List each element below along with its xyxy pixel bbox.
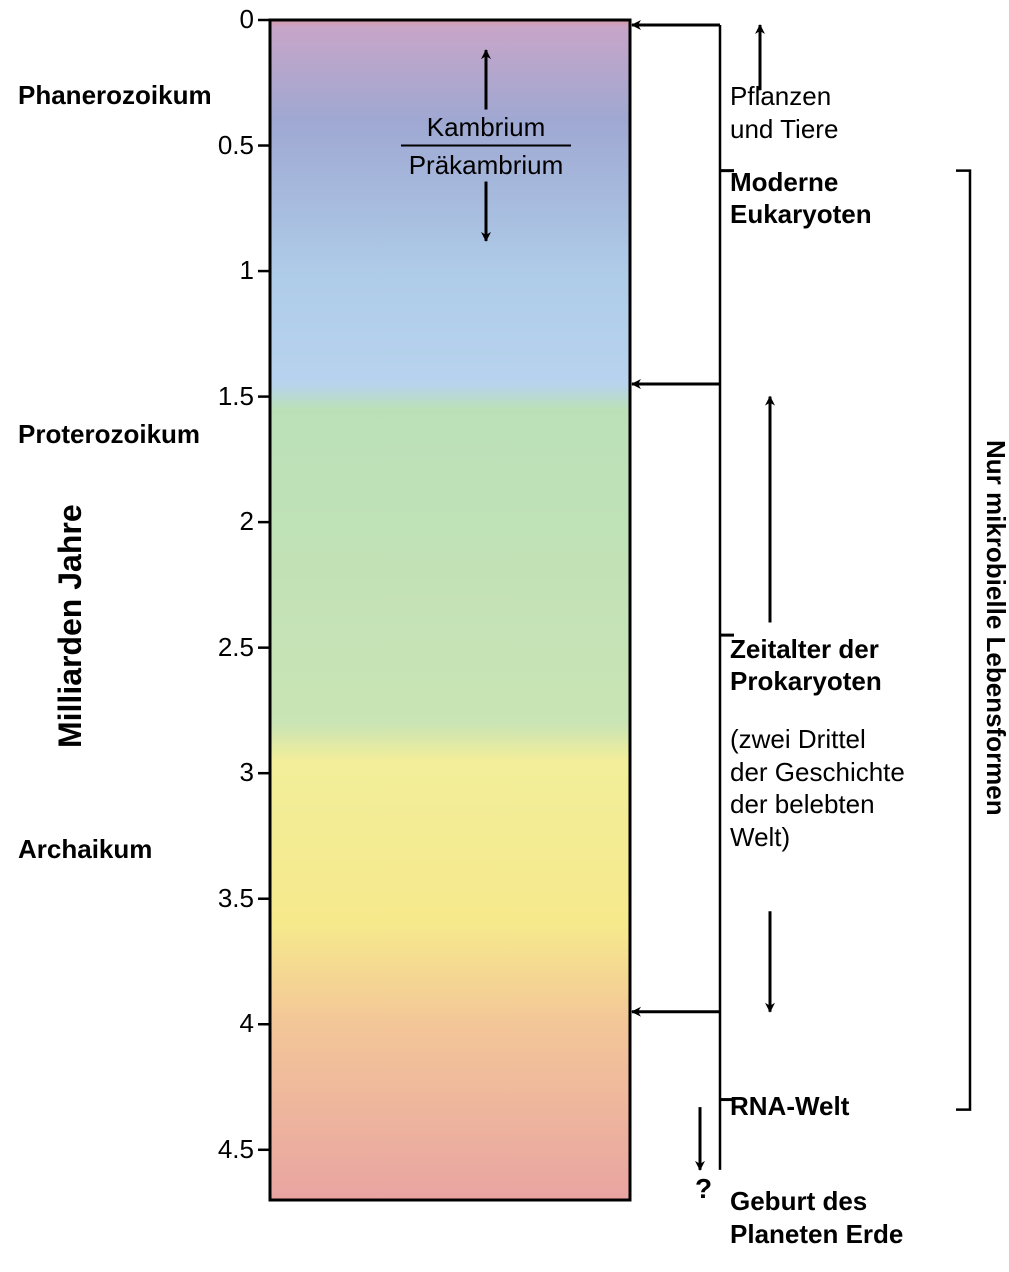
tick-2: 2 <box>0 506 254 537</box>
tick-0: 0 <box>0 4 254 35</box>
center-top-label: Kambrium <box>396 112 576 143</box>
tick-3: 3 <box>0 757 254 788</box>
center-bottom-label: Präkambrium <box>396 150 576 181</box>
tick-4.5: 4.5 <box>0 1134 254 1165</box>
right-label-3: (zwei Drittelder Geschichteder belebtenW… <box>730 723 950 853</box>
eon-label-phanerozoikum: Phanerozoikum <box>18 80 212 111</box>
timeline-diagram: 0 0.5 1 1.5 2 2.5 3 3.5 4 4.5 Phanerozoikum Protero… <box>0 0 1009 1272</box>
tick-0.5: 0.5 <box>0 130 254 161</box>
axis-title: Milliarden Jahre <box>52 504 89 748</box>
right-label-1: ModerneEukaryoten <box>730 166 950 231</box>
tick-1.5: 1.5 <box>0 381 254 412</box>
right-label-0: Pflanzenund Tiere <box>730 80 950 145</box>
tick-2.5: 2.5 <box>0 632 254 663</box>
tick-3.5: 3.5 <box>0 883 254 914</box>
side-title: Nur mikrobielle Lebensformen <box>980 440 1009 840</box>
right-label-2: Zeitalter derProkaryoten <box>730 633 950 698</box>
eon-label-archaikum: Archaikum <box>18 834 152 865</box>
right-label-5: Geburt desPlaneten Erde <box>730 1185 950 1250</box>
tick-1: 1 <box>0 255 254 286</box>
right-label-4: RNA-Welt <box>730 1090 950 1123</box>
tick-4: 4 <box>0 1008 254 1039</box>
question-mark: ? <box>695 1171 712 1206</box>
eon-label-proterozoikum: Proterozoikum <box>18 419 200 450</box>
